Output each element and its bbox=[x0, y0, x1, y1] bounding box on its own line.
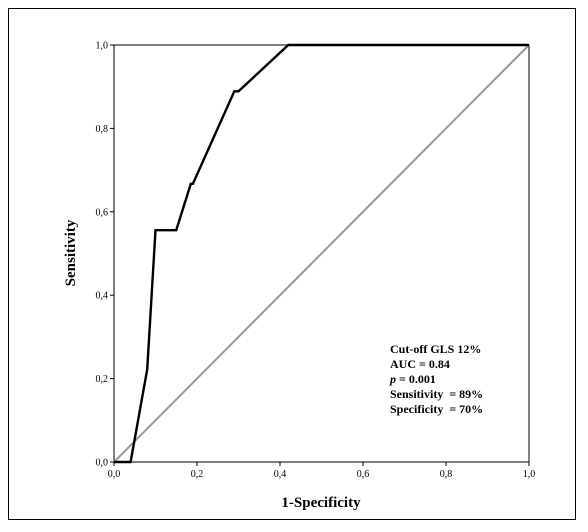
annotation-p: p = 0.001 bbox=[389, 372, 436, 386]
roc-curve-line bbox=[114, 43, 529, 464]
y-tick-label: 0,2 bbox=[96, 374, 109, 385]
series-layer bbox=[113, 43, 530, 464]
reference-diagonal-line bbox=[113, 44, 530, 463]
x-tick-label: 1,0 bbox=[523, 469, 536, 480]
x-tick-label: 0,6 bbox=[357, 469, 370, 480]
annotation-specificity: Specificity = 70% bbox=[390, 402, 483, 416]
x-axis: 0,0 0,2 0,4 0,6 0,8 1,0 bbox=[108, 462, 536, 480]
x-tick-label: 0,2 bbox=[191, 469, 204, 480]
y-axis: 0,0 0,2 0,4 0,6 0,8 1,0 bbox=[96, 41, 114, 469]
y-tick-label: 0,0 bbox=[96, 458, 109, 469]
y-tick-label: 1,0 bbox=[96, 41, 109, 52]
annotation-sensitivity: Sensitivity = 89% bbox=[390, 387, 483, 401]
annotation-p-symbol: p bbox=[389, 372, 396, 386]
roc-chart: 0,0 0,2 0,4 0,6 0,8 1,0 0,0 0,2 0,4 0,6 0,8 1,0 1-… bbox=[63, 41, 536, 512]
y-tick-label: 0,8 bbox=[96, 124, 109, 135]
annotation-cutoff: Cut-off GLS 12% bbox=[390, 342, 481, 356]
x-tick-label: 0,8 bbox=[440, 469, 453, 480]
y-axis-title: Sensitivity bbox=[63, 219, 79, 286]
annotation-auc: AUC = 0.84 bbox=[390, 357, 450, 371]
x-tick-label: 0,4 bbox=[274, 469, 287, 480]
annotation-p-value: = 0.001 bbox=[396, 372, 436, 386]
chart-frame: 0,0 0,2 0,4 0,6 0,8 1,0 0,0 0,2 0,4 0,6 0,8 1,0 1-… bbox=[8, 8, 576, 520]
y-tick-label: 0,4 bbox=[96, 291, 109, 302]
annotation-block: Cut-off GLS 12% AUC = 0.84 p = 0.001 Sen… bbox=[389, 342, 483, 416]
x-tick-label: 0,0 bbox=[108, 469, 121, 480]
y-tick-label: 0,6 bbox=[96, 207, 109, 218]
x-axis-title: 1-Specificity bbox=[281, 495, 361, 511]
